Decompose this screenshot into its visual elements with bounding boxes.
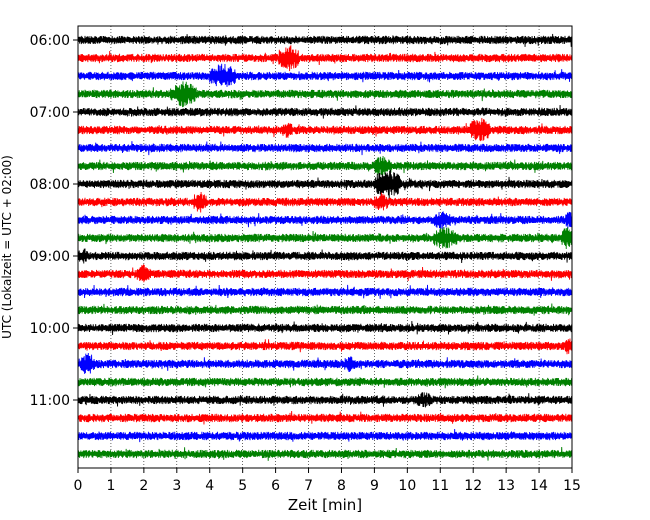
trace-line: [77, 105, 573, 119]
trace-line: [77, 284, 573, 299]
trace-line: [77, 429, 573, 443]
y-tick-label: 06:00: [30, 33, 70, 49]
x-tick-label: 1: [106, 478, 115, 494]
x-tick-label: 3: [172, 478, 181, 494]
plot-background: [78, 26, 572, 468]
trace-line: [77, 170, 573, 199]
y-tick-label: 09:00: [30, 249, 70, 265]
x-tick-label: 11: [431, 478, 449, 494]
trace-line: [77, 410, 573, 425]
x-tick-label: 8: [337, 478, 346, 494]
x-tick-label: 15: [563, 478, 581, 494]
trace-line: [77, 321, 573, 336]
trace-line: [77, 141, 573, 156]
x-tick-label: 5: [238, 478, 247, 494]
trace-line: [77, 447, 573, 461]
y-tick-label: 08:00: [30, 177, 70, 193]
trace-group: [77, 33, 573, 461]
trace-line: [77, 156, 573, 176]
y-tick-label: 07:00: [30, 105, 70, 121]
x-tick-label: 14: [530, 478, 548, 494]
trace-line: [77, 338, 573, 355]
x-axis-label: Zeit [min]: [288, 496, 362, 514]
x-tick-label: 0: [74, 478, 83, 494]
trace-line: [77, 303, 573, 316]
trace-line: [77, 33, 573, 47]
y-tick-label: 11:00: [30, 393, 70, 409]
trace-line: [77, 45, 573, 72]
x-tick-label: 4: [205, 478, 214, 494]
x-tick-label: 2: [139, 478, 148, 494]
y-axis: 06:00 07:00 08:00 09:00 10:00 11:00: [30, 33, 78, 409]
plot-frame: [77, 25, 573, 469]
trace-line: [77, 248, 573, 264]
trace-line: [77, 191, 573, 213]
trace-line: [77, 118, 573, 142]
trace-line: [77, 211, 573, 230]
trace-line: [77, 352, 573, 374]
x-axis: 0 1 2 3 4 5 6 7 8 9 10 11 12 13 14 15: [74, 468, 581, 494]
x-tick-label: 10: [398, 478, 416, 494]
x-tick-label: 7: [304, 478, 313, 494]
x-tick-label: 9: [370, 478, 379, 494]
trace-line: [77, 227, 573, 249]
y-axis-label: UTC (Lokalzeit = UTC + 02:00): [0, 155, 14, 339]
x-tick-label: 12: [464, 478, 482, 494]
y-tick-label: 10:00: [30, 321, 70, 337]
x-tick-label: 13: [497, 478, 515, 494]
x-tick-label: 6: [271, 478, 280, 494]
trace-line: [77, 375, 573, 389]
trace-line: [77, 63, 573, 87]
trace-line: [77, 81, 573, 108]
trace-line: [77, 392, 573, 408]
trace-line: [77, 264, 573, 283]
